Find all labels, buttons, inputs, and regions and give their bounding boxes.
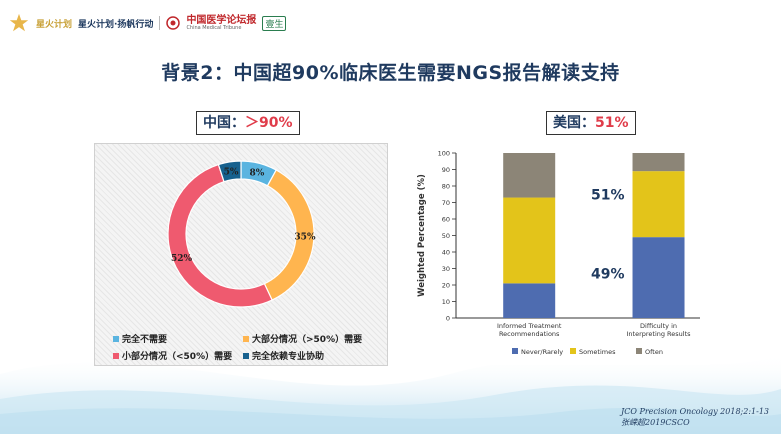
y-tick-label: 30 xyxy=(442,265,450,273)
legend-swatch xyxy=(113,335,119,342)
donut-slice-3 xyxy=(217,160,242,183)
legend-label: Never/Rarely xyxy=(521,348,563,356)
y-tick-label: 40 xyxy=(442,249,450,257)
y-tick-label: 90 xyxy=(442,166,450,174)
donut-chart: 8% 35% 52% 5% xyxy=(167,160,316,308)
y-tick-label: 70 xyxy=(442,199,450,207)
citation-line-2: 张嵘超2019CSCO xyxy=(621,418,690,427)
legend-swatch xyxy=(113,352,119,359)
y-tick-label: 80 xyxy=(442,183,450,191)
legend-label: Often xyxy=(645,348,663,356)
bar-annotation: 49% xyxy=(591,266,625,282)
us-tag: 美国：51% xyxy=(546,111,636,135)
x-category-label: Difficulty in xyxy=(640,322,677,330)
legend-swatch xyxy=(243,352,249,359)
legend-item-few: 小部分情况（<50%）需要 xyxy=(113,349,232,362)
cmt-logo: 中国医学论坛报 China Medical Tribune xyxy=(186,14,257,31)
legend-label: 小部分情况（<50%）需要 xyxy=(122,352,233,362)
legend-swatch xyxy=(570,348,576,354)
citation-line-1: JCO Precision Oncology 2018;2:1-13 xyxy=(621,407,769,416)
cmt-name: 中国医学论坛报 xyxy=(186,14,257,26)
y-tick-label: 0 xyxy=(446,315,450,323)
donut-label-2: 52% xyxy=(171,254,193,264)
y-tick-label: 50 xyxy=(442,232,450,240)
legend-label: 完全依赖专业协助 xyxy=(252,352,325,362)
china-tag: 中国：＞90% xyxy=(196,111,300,135)
legend-item-none: 完全不需要 xyxy=(113,332,167,345)
us-tag-value: 51% xyxy=(595,115,629,131)
bar-0-often xyxy=(503,153,556,198)
us-tag-label: 美国： xyxy=(553,115,595,131)
bar-annotation: 51% xyxy=(591,187,625,203)
citation: JCO Precision Oncology 2018;2:1-13 张嵘超20… xyxy=(621,406,769,428)
brand-name: 星火计划 xyxy=(36,19,73,30)
x-category-label: Recommendations xyxy=(499,330,560,338)
donut-label-1: 35% xyxy=(294,233,316,243)
legend-label: 完全不需要 xyxy=(122,335,168,345)
donut-label-3: 5% xyxy=(224,167,239,177)
bar-1-sometimes xyxy=(632,171,685,238)
legend-swatch xyxy=(636,348,642,354)
cmt-emblem-icon xyxy=(166,16,181,30)
slide-title: 背景2：中国超90%临床医生需要NGS报告解读支持 xyxy=(161,62,620,84)
y-axis-label: Weighted Percentage (%) xyxy=(417,174,427,297)
logo-bar: 星火计划 星火计划·扬帆行动 中国医学论坛报 China Medical Tri… xyxy=(8,10,287,36)
bar-0-sometimes xyxy=(503,197,556,284)
china-tag-value: ＞90% xyxy=(245,115,293,131)
cmt-name-en: China Medical Tribune xyxy=(186,24,242,31)
bar-1-never-rarely xyxy=(632,237,685,318)
donut-chart-panel: 8% 35% 52% 5% 完全不需要 大部分情况（>50%）需要 小部分情况（<50… xyxy=(94,143,388,366)
bar-chart-panel: Weighted Percentage (%) 0 10 20 30 40 50 60 70 80… xyxy=(410,143,710,365)
china-tag-label: 中国： xyxy=(203,115,245,131)
legend-swatch xyxy=(512,348,518,354)
bar-0-never-rarely xyxy=(503,283,556,318)
x-category-label: Interpreting Results xyxy=(626,330,691,338)
legend-swatch xyxy=(243,335,249,342)
legend-item-most: 大部分情况（>50%）需要 xyxy=(243,332,362,345)
partner-logo: 壹生 xyxy=(262,15,287,31)
donut-slice-2 xyxy=(167,163,273,308)
bar-1-often xyxy=(632,153,685,172)
star-logo-icon xyxy=(9,13,29,32)
donut-label-0: 8% xyxy=(250,169,265,179)
y-tick-label: 20 xyxy=(442,282,450,290)
x-category-label: Informed Treatment xyxy=(497,322,562,330)
y-tick-label: 10 xyxy=(442,298,450,306)
legend-label: Sometimes xyxy=(579,348,616,356)
stacked-bar-chart: Weighted Percentage (%) 0 10 20 30 40 50 60 70 80… xyxy=(417,150,700,356)
logo-divider xyxy=(159,16,161,30)
background-wave xyxy=(0,354,781,434)
legend-item-full: 完全依赖专业协助 xyxy=(243,349,324,362)
legend-label: 大部分情况（>50%）需要 xyxy=(252,335,363,345)
y-tick-label: 100 xyxy=(438,150,450,158)
brand-subtitle: 星火计划·扬帆行动 xyxy=(78,19,154,30)
y-tick-label: 60 xyxy=(442,216,450,224)
